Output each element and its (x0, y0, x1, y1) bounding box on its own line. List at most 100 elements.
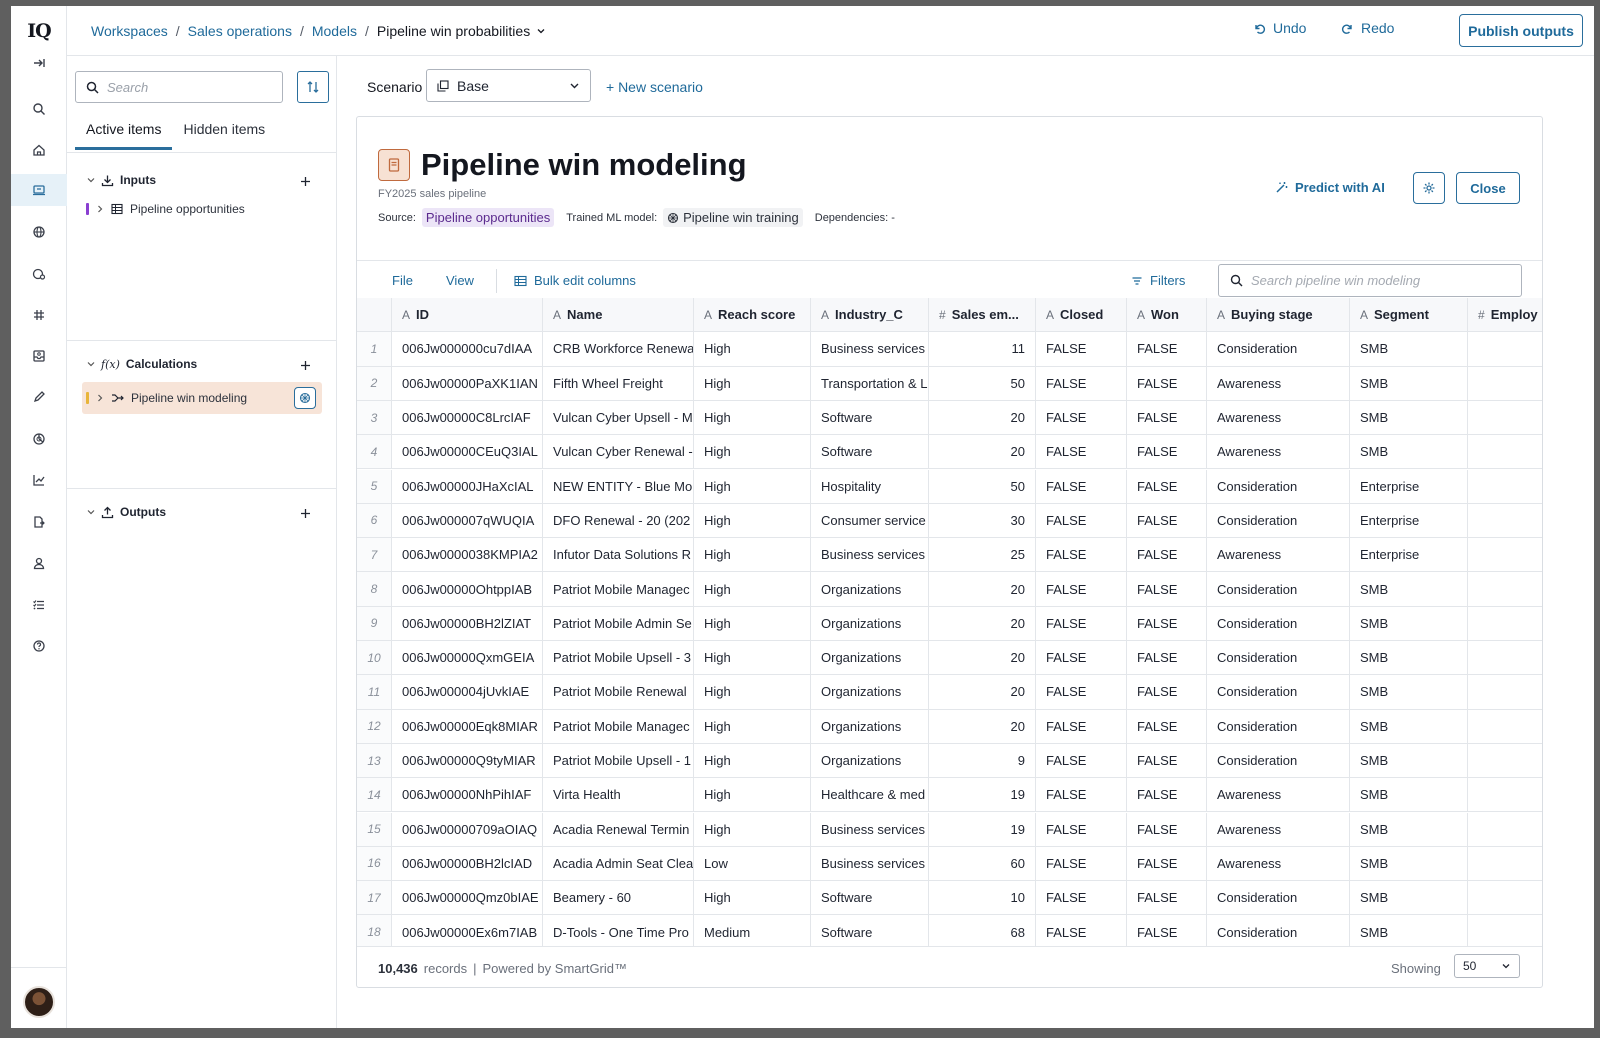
cell-id[interactable]: 006Jw00000PaXK1IAN (392, 366, 543, 401)
ml-model-icon[interactable] (294, 387, 316, 409)
cell-id[interactable]: 006Jw00000709aOIAQ (392, 812, 543, 847)
cell-closed[interactable]: FALSE (1036, 881, 1127, 916)
cell-id[interactable]: 006Jw000004jUvkIAE (392, 675, 543, 710)
view-menu[interactable]: View (446, 273, 474, 288)
cell-reach-score[interactable]: High (694, 812, 811, 847)
table-row[interactable]: 5 006Jw00000JHaXcIAL NEW ENTITY - Blue Mo H… (357, 469, 1542, 504)
cell-sales-em[interactable]: 50 (929, 366, 1036, 401)
ml-model-chip[interactable]: Pipeline win training (663, 208, 803, 227)
cell-reach-score[interactable]: High (694, 503, 811, 539)
cell-name[interactable]: Patriot Mobile Managec (543, 572, 694, 607)
cell-industry-c[interactable]: Organizations (811, 675, 929, 710)
cell-employ[interactable]: 1 (1468, 538, 1542, 573)
file-menu[interactable]: File (392, 273, 413, 288)
cell-won[interactable]: FALSE (1127, 538, 1207, 573)
cell-segment[interactable]: SMB (1350, 606, 1468, 641)
table-row[interactable]: 15 006Jw00000709aOIAQ Acadia Renewal Termi… (357, 812, 1542, 847)
cell-segment[interactable]: SMB (1350, 846, 1468, 882)
user-avatar[interactable] (23, 986, 55, 1018)
cell-won[interactable]: FALSE (1127, 881, 1207, 916)
document-flow-icon[interactable] (11, 506, 67, 538)
redo-button[interactable]: Redo (1341, 20, 1394, 36)
cell-closed[interactable]: FALSE (1036, 435, 1127, 470)
table-row[interactable]: 9 006Jw00000BH2lZIAT Patriot Mobile Admin … (357, 606, 1542, 641)
table-row[interactable]: 1 006Jw000000cu7dIAA CRB Workforce Renewa H… (357, 332, 1542, 367)
cell-buying-stage[interactable]: Consideration (1207, 915, 1350, 947)
cell-closed[interactable]: FALSE (1036, 400, 1127, 436)
cell-reach-score[interactable]: High (694, 743, 811, 779)
cell-employ[interactable]: 20,0( (1468, 470, 1542, 504)
cell-closed[interactable]: FALSE (1036, 743, 1127, 779)
cell-id[interactable]: 006Jw0000038KMPIA2 (392, 538, 543, 573)
cell-id[interactable]: 006Jw00000Qmz0bIAE (392, 881, 543, 916)
cell-reach-score[interactable]: High (694, 641, 811, 676)
cell-name[interactable]: Vulcan Cyber Renewal - (543, 435, 694, 470)
chevron-right-icon[interactable] (96, 394, 104, 402)
column-header-sales-em[interactable]: # Sales em... (929, 298, 1036, 333)
cell-employ[interactable]: ( (1468, 367, 1542, 401)
row-index[interactable]: 6 (357, 503, 392, 539)
cell-reach-score[interactable]: Medium (694, 915, 811, 947)
column-header-closed[interactable]: A Closed (1036, 298, 1127, 333)
cell-industry-c[interactable]: Organizations (811, 743, 929, 779)
cell-won[interactable]: FALSE (1127, 812, 1207, 847)
column-header-segment[interactable]: A Segment (1350, 298, 1468, 333)
user-icon[interactable] (11, 547, 67, 579)
app-logo[interactable]: IQ (27, 20, 51, 42)
cell-segment[interactable]: SMB (1350, 709, 1468, 744)
cell-employ[interactable] (1468, 778, 1542, 813)
cell-reach-score[interactable]: High (694, 538, 811, 573)
cell-industry-c[interactable]: Business services (811, 846, 929, 882)
cell-segment[interactable]: SMB (1350, 881, 1468, 916)
cell-won[interactable]: FALSE (1127, 743, 1207, 779)
cell-segment[interactable]: SMB (1350, 366, 1468, 401)
cell-industry-c[interactable]: Business services (811, 332, 929, 367)
pie-chart-icon[interactable] (11, 423, 67, 455)
add-output-button[interactable] (297, 505, 313, 521)
cell-industry-c[interactable]: Software (811, 915, 929, 947)
cell-closed[interactable]: FALSE (1036, 469, 1127, 504)
cell-sales-em[interactable]: 11 (929, 332, 1036, 367)
cell-industry-c[interactable]: Software (811, 400, 929, 436)
input-item-pipeline-opportunities[interactable]: Pipeline opportunities (82, 193, 322, 225)
cell-closed[interactable]: FALSE (1036, 641, 1127, 676)
table-row[interactable]: 10 006Jw00000QxmGEIA Patriot Mobile Upsell… (357, 641, 1542, 676)
cell-sales-em[interactable]: 10 (929, 881, 1036, 916)
cell-name[interactable]: NEW ENTITY - Blue Mo (543, 469, 694, 504)
column-header-name[interactable]: A Name (543, 298, 694, 333)
cell-buying-stage[interactable]: Awareness (1207, 812, 1350, 847)
row-index[interactable]: 12 (357, 709, 392, 744)
cell-closed[interactable]: FALSE (1036, 606, 1127, 641)
cell-segment[interactable]: Enterprise (1350, 469, 1468, 504)
models-icon[interactable] (11, 174, 67, 206)
cell-buying-stage[interactable]: Consideration (1207, 675, 1350, 710)
cell-employ[interactable]: 1 (1468, 401, 1542, 436)
panel-search-input[interactable] (107, 79, 267, 95)
cell-segment[interactable]: SMB (1350, 332, 1468, 367)
cell-id[interactable]: 006Jw00000NhPihIAF (392, 778, 543, 813)
header-corner[interactable] (357, 298, 392, 333)
inputs-header[interactable]: Inputs (87, 173, 156, 187)
table-row[interactable]: 3 006Jw00000C8LrcIAF Vulcan Cyber Upsell -… (357, 400, 1542, 436)
row-index[interactable]: 14 (357, 778, 392, 813)
row-index[interactable]: 3 (357, 400, 392, 436)
row-index[interactable]: 18 (357, 915, 392, 947)
cell-employ[interactable]: 1 (1468, 435, 1542, 470)
cell-won[interactable]: FALSE (1127, 366, 1207, 401)
cell-sales-em[interactable]: 60 (929, 846, 1036, 882)
cell-industry-c[interactable]: Business services (811, 538, 929, 573)
cell-id[interactable]: 006Jw00000BH2lZIAT (392, 606, 543, 641)
cell-won[interactable]: FALSE (1127, 778, 1207, 813)
cell-name[interactable]: Beamery - 60 (543, 881, 694, 916)
checklist-icon[interactable] (11, 589, 67, 621)
cell-name[interactable]: Virta Health (543, 778, 694, 813)
cell-won[interactable]: FALSE (1127, 915, 1207, 947)
cell-id[interactable]: 006Jw00000Eqk8MIAR (392, 709, 543, 744)
cell-buying-stage[interactable]: Consideration (1207, 606, 1350, 641)
table-row[interactable]: 17 006Jw00000Qmz0bIAE Beamery - 60 High Soft… (357, 881, 1542, 916)
cell-won[interactable]: FALSE (1127, 641, 1207, 676)
cell-employ[interactable]: 8 (1468, 504, 1542, 539)
row-index[interactable]: 5 (357, 469, 392, 504)
scenario-select[interactable]: Base (426, 69, 591, 102)
row-index[interactable]: 4 (357, 435, 392, 470)
